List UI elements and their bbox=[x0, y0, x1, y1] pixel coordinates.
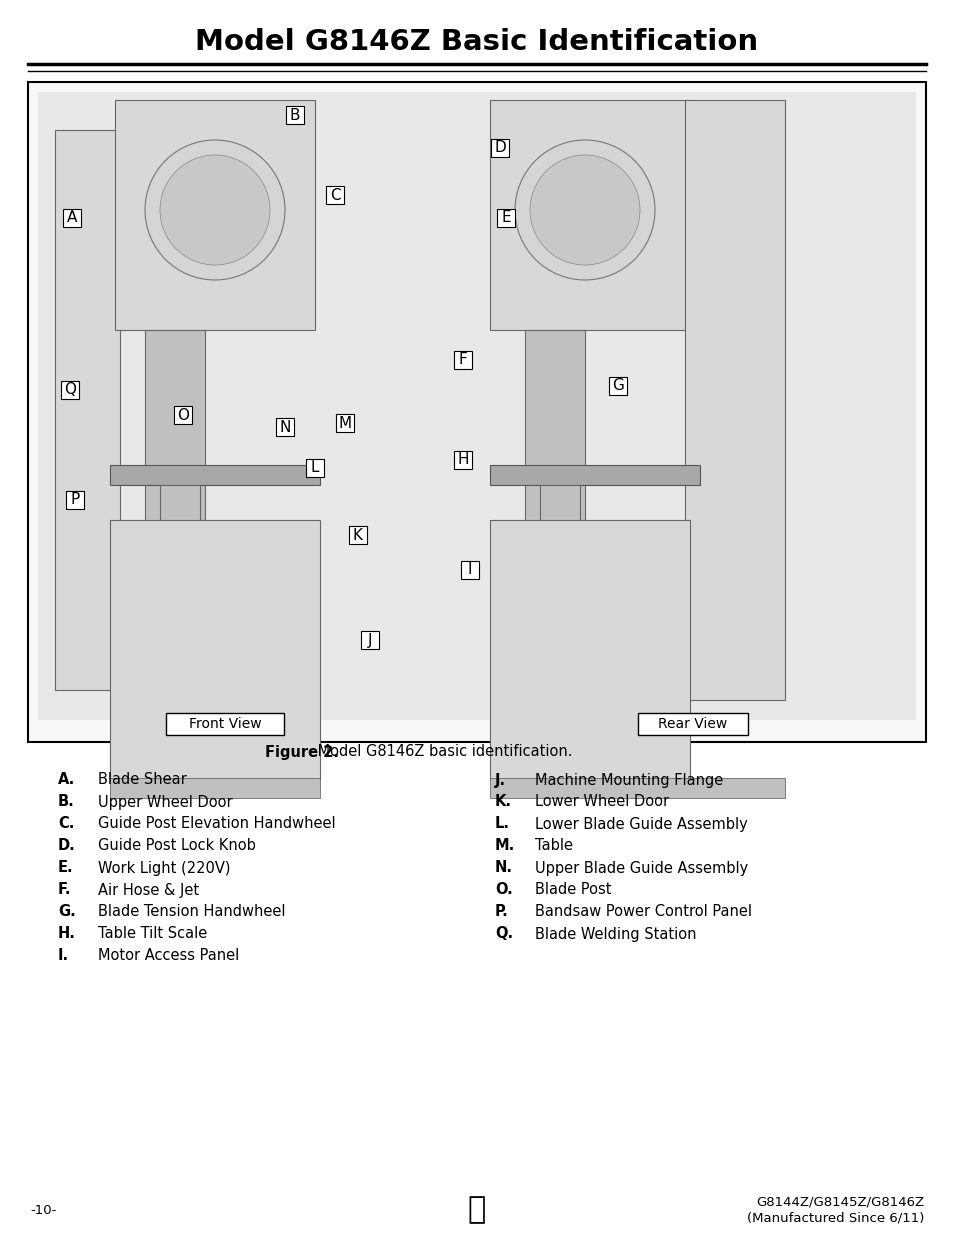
Text: Model G8146Z Basic Identification: Model G8146Z Basic Identification bbox=[195, 28, 758, 56]
Text: Blade Shear: Blade Shear bbox=[98, 773, 187, 788]
Text: G.: G. bbox=[58, 904, 75, 920]
Bar bbox=[524, 330, 584, 671]
Text: Blade Post: Blade Post bbox=[535, 883, 611, 898]
Bar bbox=[490, 778, 784, 798]
Text: Upper Blade Guide Assembly: Upper Blade Guide Assembly bbox=[535, 861, 747, 876]
Bar bbox=[110, 778, 319, 798]
Bar bbox=[110, 466, 319, 485]
Text: G8144Z/G8145Z/G8146Z: G8144Z/G8145Z/G8146Z bbox=[755, 1195, 923, 1209]
Text: -10-: -10- bbox=[30, 1203, 56, 1216]
Text: M.: M. bbox=[495, 839, 515, 853]
Text: Upper Wheel Door: Upper Wheel Door bbox=[98, 794, 233, 809]
Text: F: F bbox=[458, 352, 467, 368]
Text: O: O bbox=[177, 408, 189, 422]
Text: Table: Table bbox=[535, 839, 573, 853]
Circle shape bbox=[145, 140, 285, 280]
Text: M: M bbox=[338, 415, 352, 431]
Text: (Manufactured Since 6/11): (Manufactured Since 6/11) bbox=[746, 1212, 923, 1224]
Bar bbox=[61, 382, 79, 399]
Bar bbox=[638, 713, 747, 735]
Bar bbox=[335, 414, 354, 432]
Text: Blade Tension Handwheel: Blade Tension Handwheel bbox=[98, 904, 285, 920]
Bar bbox=[539, 485, 579, 525]
Bar bbox=[110, 520, 319, 781]
Bar bbox=[360, 631, 378, 650]
Bar bbox=[608, 377, 626, 395]
Text: L.: L. bbox=[495, 816, 510, 831]
Bar bbox=[28, 82, 925, 742]
Text: Figure 2.: Figure 2. bbox=[265, 745, 338, 760]
Text: P.: P. bbox=[495, 904, 508, 920]
Text: Bandsaw Power Control Panel: Bandsaw Power Control Panel bbox=[535, 904, 751, 920]
Text: Motor Access Panel: Motor Access Panel bbox=[98, 948, 239, 963]
Bar bbox=[460, 561, 478, 579]
Text: Lower Blade Guide Assembly: Lower Blade Guide Assembly bbox=[535, 816, 747, 831]
Text: G: G bbox=[612, 378, 623, 394]
Bar bbox=[497, 209, 515, 227]
Text: ⬛: ⬛ bbox=[467, 1195, 486, 1224]
Text: Air Hose & Jet: Air Hose & Jet bbox=[98, 883, 199, 898]
Text: D: D bbox=[494, 141, 505, 156]
Text: Lower Wheel Door: Lower Wheel Door bbox=[535, 794, 668, 809]
Text: Guide Post Elevation Handwheel: Guide Post Elevation Handwheel bbox=[98, 816, 335, 831]
Text: J: J bbox=[367, 632, 372, 647]
Text: Q.: Q. bbox=[495, 926, 513, 941]
Text: E: E bbox=[500, 210, 510, 226]
Circle shape bbox=[160, 156, 270, 266]
Bar bbox=[166, 713, 284, 735]
Bar bbox=[490, 520, 689, 781]
Text: Model G8146Z basic identification.: Model G8146Z basic identification. bbox=[313, 745, 572, 760]
Bar bbox=[684, 100, 784, 700]
Text: N: N bbox=[279, 420, 291, 435]
Circle shape bbox=[530, 156, 639, 266]
Text: D.: D. bbox=[58, 839, 75, 853]
Text: A: A bbox=[67, 210, 77, 226]
Circle shape bbox=[515, 140, 655, 280]
Bar bbox=[63, 209, 81, 227]
Text: H: H bbox=[456, 452, 468, 468]
Text: J.: J. bbox=[495, 773, 506, 788]
Text: C: C bbox=[330, 188, 340, 203]
Text: Rear View: Rear View bbox=[658, 718, 727, 731]
Text: A.: A. bbox=[58, 773, 75, 788]
Text: I: I bbox=[467, 562, 472, 578]
Text: Guide Post Lock Knob: Guide Post Lock Knob bbox=[98, 839, 255, 853]
Bar bbox=[306, 459, 324, 477]
Bar bbox=[349, 526, 367, 543]
Bar bbox=[454, 451, 472, 469]
Text: Work Light (220V): Work Light (220V) bbox=[98, 861, 231, 876]
Bar bbox=[491, 140, 509, 157]
Bar bbox=[173, 406, 192, 424]
Text: B.: B. bbox=[58, 794, 74, 809]
Text: F.: F. bbox=[58, 883, 71, 898]
Bar bbox=[454, 351, 472, 369]
Text: C.: C. bbox=[58, 816, 74, 831]
Text: Front View: Front View bbox=[189, 718, 261, 731]
Text: I.: I. bbox=[58, 948, 69, 963]
Bar bbox=[160, 485, 200, 525]
Text: N.: N. bbox=[495, 861, 513, 876]
Text: K.: K. bbox=[495, 794, 512, 809]
Text: Q: Q bbox=[64, 383, 76, 398]
Text: K: K bbox=[353, 527, 363, 542]
Bar bbox=[326, 186, 344, 204]
Text: L: L bbox=[311, 461, 319, 475]
Text: H.: H. bbox=[58, 926, 76, 941]
Text: Blade Welding Station: Blade Welding Station bbox=[535, 926, 696, 941]
Text: O.: O. bbox=[495, 883, 512, 898]
Bar bbox=[286, 106, 304, 124]
Text: E.: E. bbox=[58, 861, 73, 876]
Bar bbox=[66, 492, 84, 509]
Bar bbox=[38, 91, 915, 720]
Bar bbox=[145, 330, 205, 671]
Text: Machine Mounting Flange: Machine Mounting Flange bbox=[535, 773, 722, 788]
Text: P: P bbox=[71, 493, 79, 508]
Bar bbox=[115, 100, 314, 330]
Text: B: B bbox=[290, 107, 300, 122]
Text: Table Tilt Scale: Table Tilt Scale bbox=[98, 926, 207, 941]
Bar bbox=[490, 100, 689, 330]
Bar bbox=[55, 130, 120, 690]
Bar bbox=[275, 417, 294, 436]
Bar bbox=[490, 466, 700, 485]
